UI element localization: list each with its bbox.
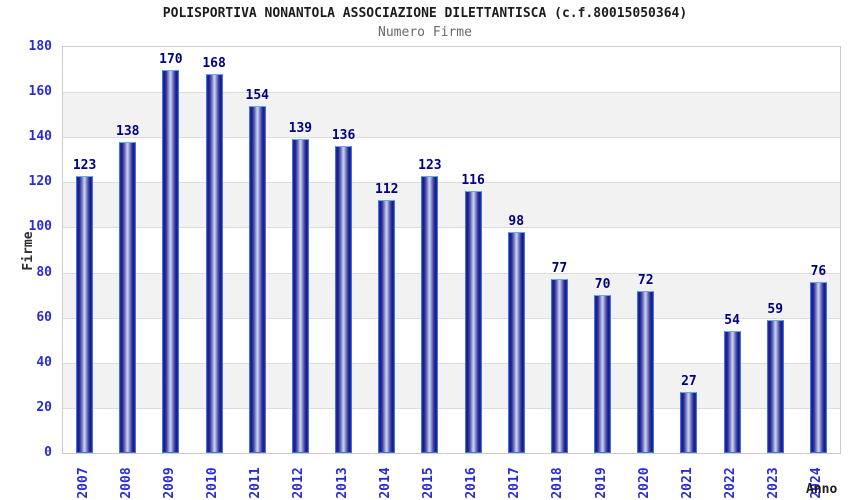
- bar-2024: [809, 281, 827, 453]
- bar-value-label: 139: [288, 121, 313, 137]
- background-band: [63, 92, 840, 138]
- background-band: [63, 137, 840, 183]
- bar-2014: [378, 200, 396, 453]
- gridline: [63, 227, 840, 229]
- y-tick-label: 160: [28, 84, 52, 100]
- bar-2007: [76, 175, 94, 453]
- y-tick-label: 140: [28, 129, 52, 145]
- x-tick-label: 2011: [248, 467, 264, 499]
- bar-2021: [680, 392, 698, 453]
- background-band: [63, 362, 840, 408]
- x-tick-label: 2009: [161, 467, 177, 499]
- x-tick-label: 2012: [291, 467, 307, 499]
- bar-value-label: 170: [159, 51, 183, 67]
- gridline: [63, 407, 840, 409]
- background-band: [63, 227, 840, 273]
- bar-2010: [205, 74, 223, 453]
- bar-value-label: 59: [767, 301, 784, 317]
- bar-2011: [248, 105, 266, 453]
- bar-value-label: 98: [508, 213, 525, 229]
- bar-2016: [464, 191, 482, 453]
- x-tick-label: 2010: [205, 467, 221, 499]
- gridline: [63, 317, 840, 319]
- x-tick-label: 2007: [75, 467, 91, 499]
- bar-2017: [507, 231, 525, 453]
- bar-value-label: 138: [116, 123, 140, 139]
- gridline: [63, 182, 840, 184]
- bar-2012: [291, 139, 309, 453]
- x-tick-label: 2014: [377, 467, 393, 499]
- x-tick-label: 2016: [464, 467, 480, 499]
- bar-value-label: 112: [375, 182, 399, 198]
- y-tick-label: 0: [44, 445, 52, 460]
- y-axis-title: Firme: [21, 231, 36, 271]
- x-tick-label: 2023: [766, 467, 782, 499]
- bar-2019: [594, 295, 612, 453]
- background-band: [63, 182, 840, 228]
- gridline: [63, 92, 840, 94]
- bar-value-label: 123: [418, 157, 442, 173]
- background-band: [63, 47, 840, 93]
- y-tick-label: 100: [28, 219, 52, 235]
- y-tick-label: 180: [28, 39, 52, 54]
- gridline: [63, 272, 840, 274]
- gridline: [63, 137, 840, 139]
- x-tick-label: 2022: [723, 467, 739, 499]
- bar-value-label: 72: [637, 272, 654, 288]
- bar-value-label: 70: [594, 277, 611, 293]
- x-tick-label: 2019: [593, 467, 609, 499]
- y-tick-label: 20: [36, 399, 52, 415]
- bar-value-label: 76: [810, 263, 827, 279]
- x-tick-label: 2013: [334, 467, 350, 499]
- y-tick-label: 60: [36, 309, 52, 325]
- y-tick-label: 40: [36, 354, 52, 370]
- gridline: [63, 362, 840, 364]
- bar-value-label: 136: [331, 128, 356, 144]
- x-tick-label: 2018: [550, 467, 566, 499]
- bar-value-label: 116: [461, 173, 485, 189]
- bar-2020: [637, 290, 655, 453]
- bar-2009: [162, 69, 180, 453]
- bar-2022: [723, 331, 741, 453]
- x-tick-label: 2020: [636, 467, 652, 499]
- x-tick-label: 2015: [420, 467, 436, 499]
- bar-value-label: 168: [202, 56, 226, 72]
- bar-value-label: 27: [681, 374, 697, 390]
- bar-2018: [550, 279, 568, 453]
- bar-2015: [421, 175, 439, 453]
- x-axis-title: Anno: [806, 482, 838, 497]
- x-tick-label: 2008: [118, 467, 134, 499]
- background-band: [63, 272, 840, 318]
- background-band: [63, 407, 840, 453]
- bar-2008: [119, 141, 137, 453]
- bar-value-label: 77: [551, 261, 568, 277]
- bar-2013: [335, 146, 353, 453]
- plot-area: 123 138 170 168 154 139 136 112 123 116 98 77 70 72 27…: [62, 46, 841, 454]
- bar-value-label: 154: [245, 87, 269, 103]
- y-tick-label: 120: [28, 174, 52, 190]
- bar-value-label: 123: [72, 157, 97, 173]
- chart-subtitle: Numero Firme: [378, 25, 472, 40]
- x-tick-label: 2017: [507, 467, 523, 499]
- x-tick-label: 2021: [679, 467, 695, 499]
- bar-2023: [766, 319, 784, 453]
- y-tick-label: 80: [36, 264, 52, 280]
- chart-title: POLISPORTIVA NONANTOLA ASSOCIAZIONE DILE…: [162, 6, 688, 21]
- bar-value-label: 54: [724, 313, 740, 329]
- background-band: [63, 317, 840, 363]
